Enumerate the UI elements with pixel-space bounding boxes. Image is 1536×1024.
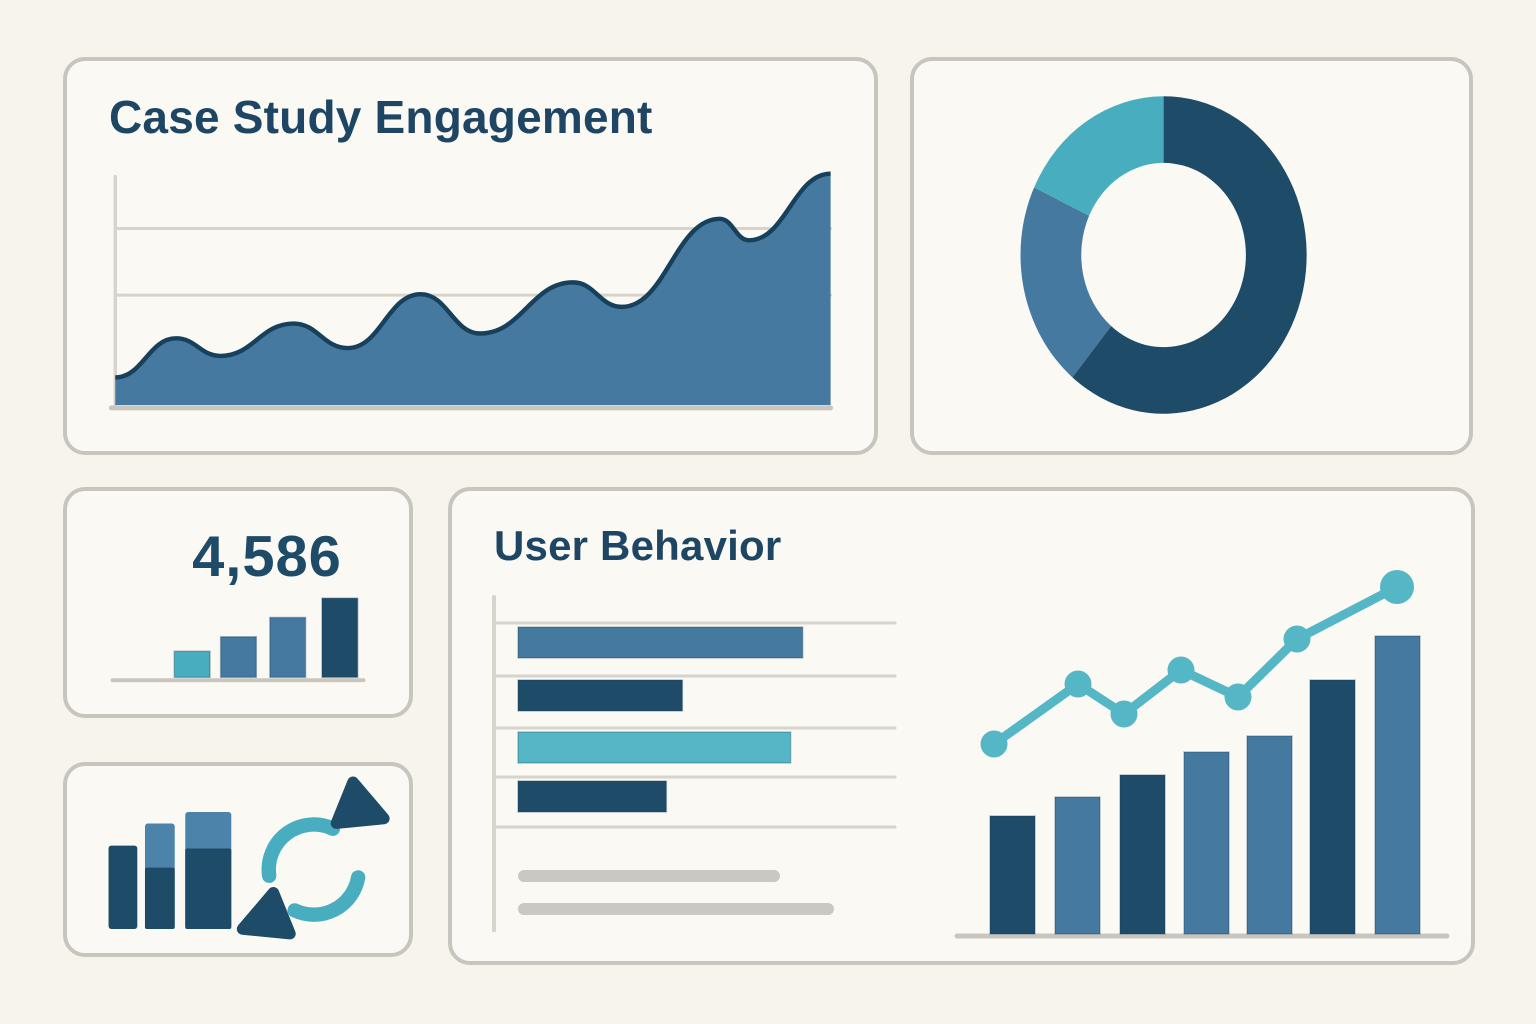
sync-arrow-top-icon bbox=[330, 776, 390, 829]
panel-stat: 4,586 bbox=[63, 487, 413, 718]
sync-arrows-icon bbox=[236, 776, 390, 940]
engagement-area-chart bbox=[108, 171, 834, 411]
panel-case-study-engagement: Case Study Engagement bbox=[63, 57, 878, 455]
mini-bar-chart-icon bbox=[108, 812, 232, 930]
engagement-title: Case Study Engagement bbox=[109, 91, 653, 143]
panel-user-behavior: User Behavior bbox=[448, 487, 1475, 965]
behavior-h-bar-chart bbox=[492, 595, 897, 932]
panel-donut bbox=[910, 57, 1473, 455]
stat-mini-bar-chart: 4,586 bbox=[110, 525, 366, 683]
sync-arrow-bottom-icon bbox=[236, 887, 296, 940]
stat-value: 4,586 bbox=[192, 525, 342, 589]
icon-tile-canvas bbox=[108, 776, 390, 940]
traffic-donut-chart bbox=[1020, 96, 1307, 414]
behavior-title: User Behavior bbox=[494, 522, 782, 569]
behavior-combo-chart bbox=[954, 570, 1450, 939]
panel-icon-tile bbox=[63, 762, 413, 957]
